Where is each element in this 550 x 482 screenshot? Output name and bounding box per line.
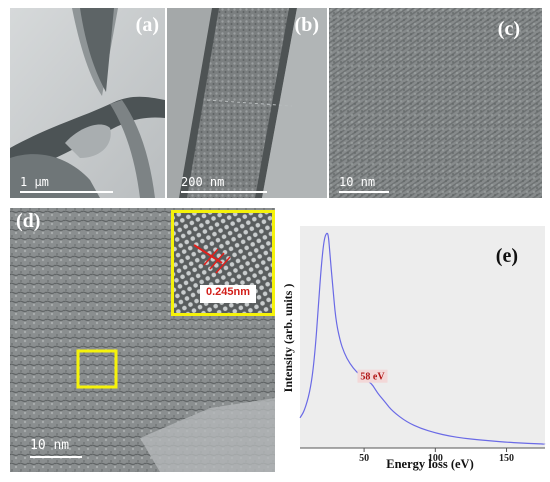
panel-d-scale-text: 10 nm (30, 438, 70, 453)
x-tick-label-150: 150 (499, 453, 514, 464)
panel-c-scale-text: 10 nm (339, 175, 376, 189)
eels-chart: 50 100 150 58 eV Intensity (arb. units ) E… (281, 226, 546, 471)
x-axis-label: Energy loss (eV) (386, 457, 474, 471)
panel-c-scale-bar (339, 191, 389, 193)
annotation-background (357, 369, 388, 383)
panel-a-micrograph (10, 8, 165, 198)
inset-spacing-label: 0.245nm (205, 286, 251, 298)
x-tick-label-50: 50 (359, 453, 369, 464)
annotation-58ev: 58 eV (360, 372, 385, 383)
panel-a-scale-text: 1 μm (20, 175, 49, 189)
inset-lattice (174, 213, 272, 313)
panel-d-label: (d) (16, 210, 41, 232)
panel-e-label: (e) (496, 245, 518, 267)
panel-b-scale-text: 200 nm (181, 175, 225, 189)
x-tick-label-100: 100 (428, 453, 443, 464)
panel-a-scale-bar (20, 191, 113, 193)
plot-area (300, 226, 545, 448)
panel-b-label: (b) (294, 14, 319, 36)
panel-c-micrograph (329, 8, 542, 198)
panel-c-label: (c) (497, 18, 520, 40)
panel-d-scale-bar (30, 456, 82, 458)
selection-box (76, 349, 118, 389)
panel-c: (c) 10 nm (329, 8, 542, 198)
panel-a: (a) 1 μm (10, 8, 165, 198)
panel-d: (d) 10 nm 0.245nm (10, 208, 275, 472)
panel-b: (b) 200 nm (167, 8, 327, 198)
inset-hrtem: 0.245nm (171, 210, 275, 316)
panel-a-label: (a) (135, 14, 159, 36)
panel-b-scale-bar (181, 191, 267, 193)
y-axis-label: Intensity (arb. units ) (281, 284, 295, 393)
panel-b-micrograph (167, 8, 327, 198)
panel-e-chart: 50 100 150 58 eV Intensity (arb. units ) E… (280, 208, 550, 472)
